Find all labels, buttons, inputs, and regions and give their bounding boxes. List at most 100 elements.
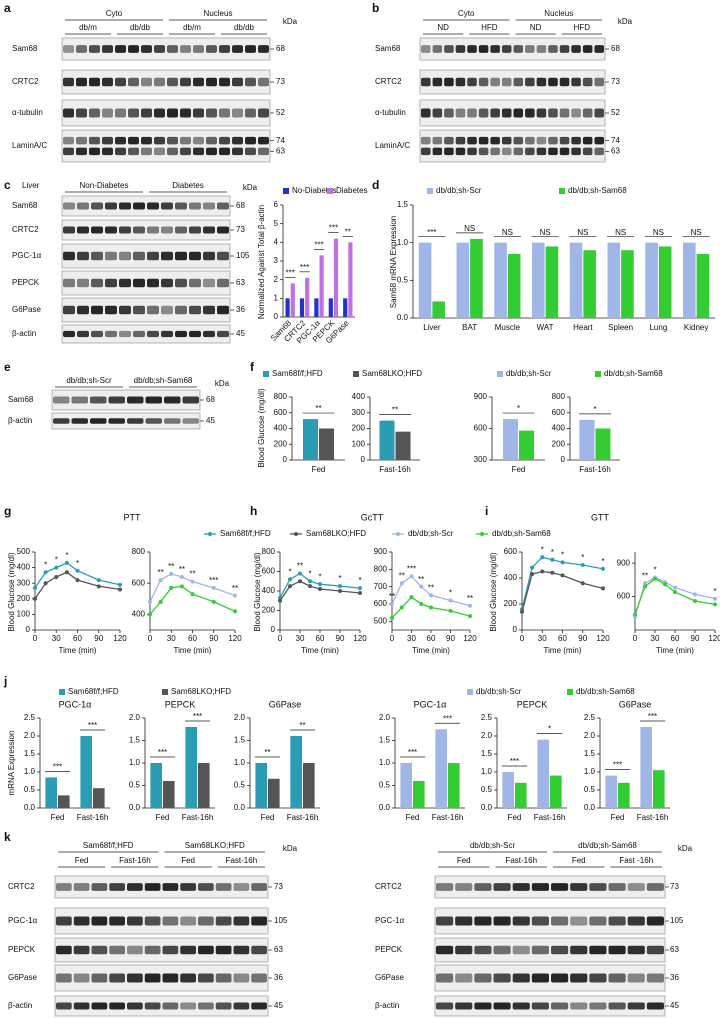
legend-marker: [294, 532, 298, 536]
blot-band: [490, 108, 500, 118]
blot-band: [145, 418, 162, 424]
significance: ***: [510, 757, 519, 766]
blot-band: [63, 77, 74, 87]
blot-band: [161, 251, 173, 261]
blot-band: [73, 945, 90, 955]
y-tick-label: 2.0: [481, 731, 493, 740]
legend-marker: [327, 188, 333, 194]
point: [298, 579, 302, 584]
x-tick-label: 30: [296, 634, 305, 643]
group-label: db/db;sh-Sam68: [578, 841, 637, 850]
blot-strip: [434, 964, 666, 992]
blot-band: [154, 108, 165, 118]
blot-band: [161, 330, 173, 338]
x-tick-label: BAT: [462, 323, 477, 332]
row-label: LaminA/C: [375, 141, 410, 150]
blot-band: [513, 45, 524, 53]
bar: [305, 277, 310, 317]
panel-letter: e: [4, 360, 11, 374]
blot-band: [219, 136, 230, 145]
blot-band: [109, 883, 125, 891]
blot-band: [512, 973, 530, 983]
blot-band: [164, 396, 181, 404]
point: [318, 587, 322, 592]
blot-band: [432, 108, 443, 118]
blot-band: [589, 916, 607, 926]
blot-band: [175, 202, 187, 210]
blot-band: [608, 916, 626, 926]
subplot-title: PGC-1α: [414, 699, 447, 709]
blot-band: [478, 108, 489, 118]
significance: *: [581, 553, 584, 562]
legend-label: Sam68f/f;HFD: [68, 687, 119, 696]
blot-band: [548, 108, 558, 118]
subgroup-label: db/db: [130, 23, 151, 32]
significance: ***: [407, 564, 416, 573]
blot-band: [63, 108, 74, 118]
point: [338, 584, 342, 589]
point: [429, 605, 433, 610]
blot-band: [444, 108, 454, 118]
blot-band: [215, 883, 232, 891]
blot-band: [582, 45, 593, 53]
blot-band: [525, 108, 535, 118]
blot-band: [115, 108, 126, 118]
blot-band: [91, 202, 103, 210]
point: [190, 579, 195, 584]
blot-band: [119, 251, 131, 261]
y-axis-label: Blood Glucose (mg/dl): [489, 552, 498, 631]
blot-band: [133, 202, 145, 210]
blot-band: [161, 202, 173, 210]
blot-band: [474, 1002, 492, 1010]
blot-band: [141, 45, 152, 53]
point: [673, 585, 677, 590]
blot-band: [582, 77, 593, 87]
legend-label: Sam68f/f;HFD: [272, 369, 323, 378]
row-label: PEPCK: [12, 278, 40, 287]
bar: [432, 301, 445, 318]
bar: [413, 781, 425, 808]
subgroup-label: ND: [530, 23, 542, 32]
blot-band: [127, 418, 144, 424]
blot-band: [89, 108, 100, 118]
subgroup-label: HFD: [574, 23, 591, 32]
significance: *: [601, 557, 604, 566]
point: [390, 615, 394, 620]
row-label: β-actin: [375, 1001, 399, 1010]
kda-label: 73: [670, 882, 679, 891]
point: [169, 585, 174, 590]
y-tick-label: 0: [26, 625, 31, 634]
significance: *: [318, 572, 321, 581]
blot-band: [536, 108, 547, 118]
blot-band: [144, 945, 161, 955]
y-tick-label: 1.0: [24, 767, 36, 776]
legend-marker: [595, 371, 601, 377]
y-tick-label: 400: [17, 563, 31, 572]
kda-label: 68: [236, 201, 245, 210]
blot-band: [548, 45, 558, 53]
group-label: Cyto: [106, 9, 123, 18]
x-axis-label: Time (min): [412, 646, 450, 655]
blot-band: [474, 945, 492, 955]
blot-band: [76, 77, 87, 87]
blot-band: [189, 330, 201, 338]
blot-band: [102, 136, 113, 145]
significance: ***: [314, 241, 323, 250]
point: [633, 612, 637, 617]
bar: [58, 795, 70, 808]
x-tick-label: 30: [167, 634, 176, 643]
blot-band: [141, 147, 152, 156]
point: [211, 585, 216, 590]
x-tick-label: 120: [596, 634, 610, 643]
row-label: α-tubulin: [12, 108, 43, 117]
blot-band: [215, 945, 232, 955]
blot-band: [115, 136, 126, 145]
point: [308, 584, 312, 589]
kda-label: 105: [236, 251, 250, 260]
y-tick-label: 300: [474, 455, 488, 464]
blot-band: [251, 1002, 267, 1010]
significance: *: [541, 545, 544, 554]
blot-band: [76, 45, 87, 53]
significance: **: [399, 571, 405, 580]
blot-band: [115, 147, 126, 156]
